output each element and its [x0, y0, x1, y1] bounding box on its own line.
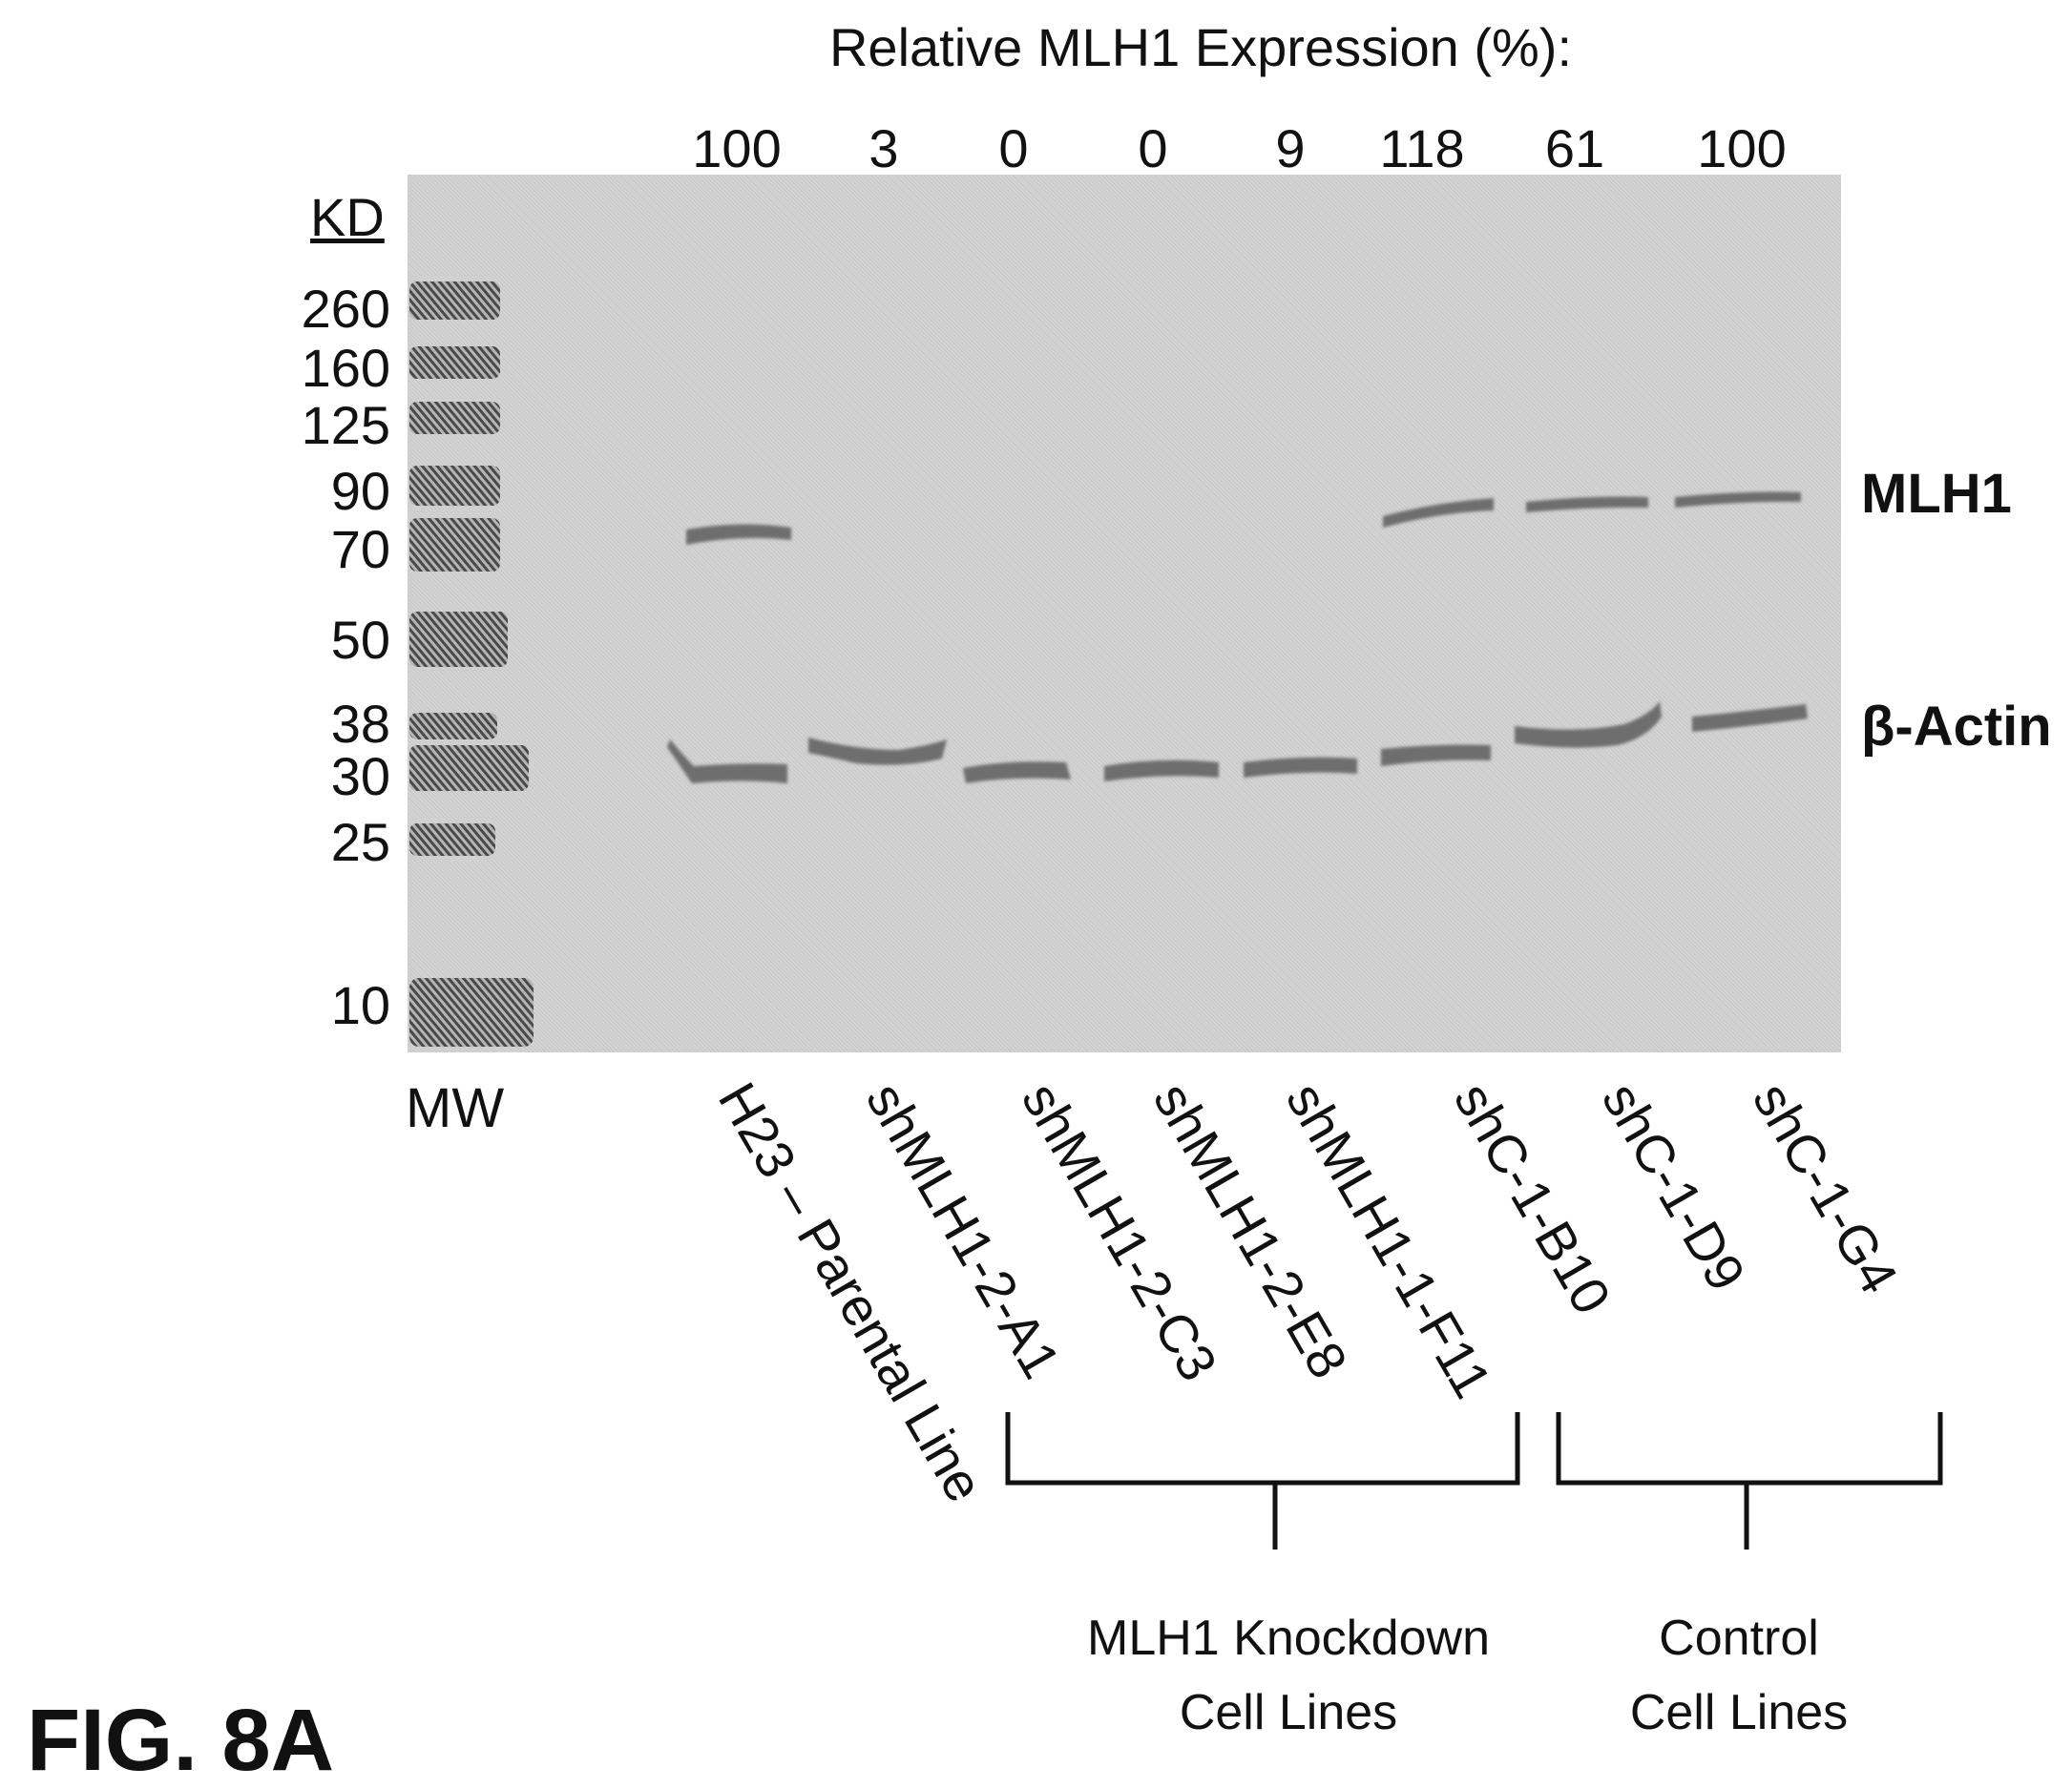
actin-bands [667, 701, 1808, 783]
ladder-band [409, 518, 500, 572]
mlh1-band [1526, 496, 1648, 512]
control-bracket [1556, 1412, 1943, 1550]
mw-label: 160 [301, 338, 390, 398]
knockdown-group-line: Cell Lines [1179, 1685, 1398, 1740]
expression-value: 0 [1138, 118, 1168, 178]
ladder-band [409, 823, 495, 856]
expression-value: 0 [998, 118, 1029, 178]
mw-label: 25 [330, 812, 390, 872]
western-blot-gel [408, 175, 1841, 1052]
mw-label: 125 [301, 395, 390, 455]
actin-band [667, 739, 787, 783]
mw-label: 38 [330, 694, 390, 754]
mw-label: 50 [330, 610, 390, 670]
control-group-line: Control [1659, 1611, 1819, 1666]
mlh1-band [686, 524, 791, 545]
mw-lane-label: MW [406, 1077, 505, 1139]
actin-band [1381, 744, 1491, 766]
ladder-band [409, 745, 529, 791]
expression-value: 9 [1275, 118, 1306, 178]
kd-unit-label: KD [310, 187, 385, 247]
control-group-label: Control Cell Lines [1630, 1601, 1848, 1750]
mlh1-band [1383, 498, 1494, 528]
knockdown-bracket [1005, 1412, 1520, 1550]
actin-band [1104, 759, 1219, 781]
mw-label: 90 [330, 461, 390, 521]
figure-label: FIG. 8A [27, 1692, 335, 1789]
expression-value: 100 [692, 118, 782, 178]
control-group-line: Cell Lines [1629, 1685, 1849, 1740]
actin-band [1692, 704, 1808, 732]
expression-title: Relative MLH1 Expression (%): [828, 17, 1573, 77]
actin-band [963, 761, 1071, 783]
gel-bands [409, 281, 1808, 1047]
knockdown-group-label: MLH1 Knockdown Cell Lines [1087, 1601, 1490, 1750]
ladder-band [409, 346, 500, 379]
mw-ladder [409, 281, 534, 1047]
expression-value: 61 [1544, 118, 1605, 178]
actin-band [1515, 701, 1662, 748]
ladder-band [409, 713, 497, 739]
mw-label: 10 [330, 975, 390, 1035]
mlh1-bands [686, 491, 1801, 545]
actin-band [808, 738, 947, 765]
actin-band-label: β-Actin [1861, 696, 2052, 758]
ladder-band [409, 402, 500, 434]
mlh1-band-label: MLH1 [1861, 463, 2012, 525]
ladder-band [409, 466, 500, 506]
mw-label: 30 [330, 746, 390, 806]
expression-value: 118 [1379, 118, 1465, 178]
actin-band [1244, 757, 1357, 778]
knockdown-group-line: MLH1 Knockdown [1087, 1611, 1490, 1666]
ladder-band [409, 978, 534, 1047]
mw-label: 260 [301, 279, 390, 339]
mlh1-band [1675, 491, 1801, 508]
ladder-band [409, 612, 508, 667]
mw-label: 70 [330, 519, 390, 579]
expression-value: 100 [1697, 118, 1787, 178]
ladder-band [409, 281, 500, 320]
expression-value: 3 [869, 118, 899, 178]
